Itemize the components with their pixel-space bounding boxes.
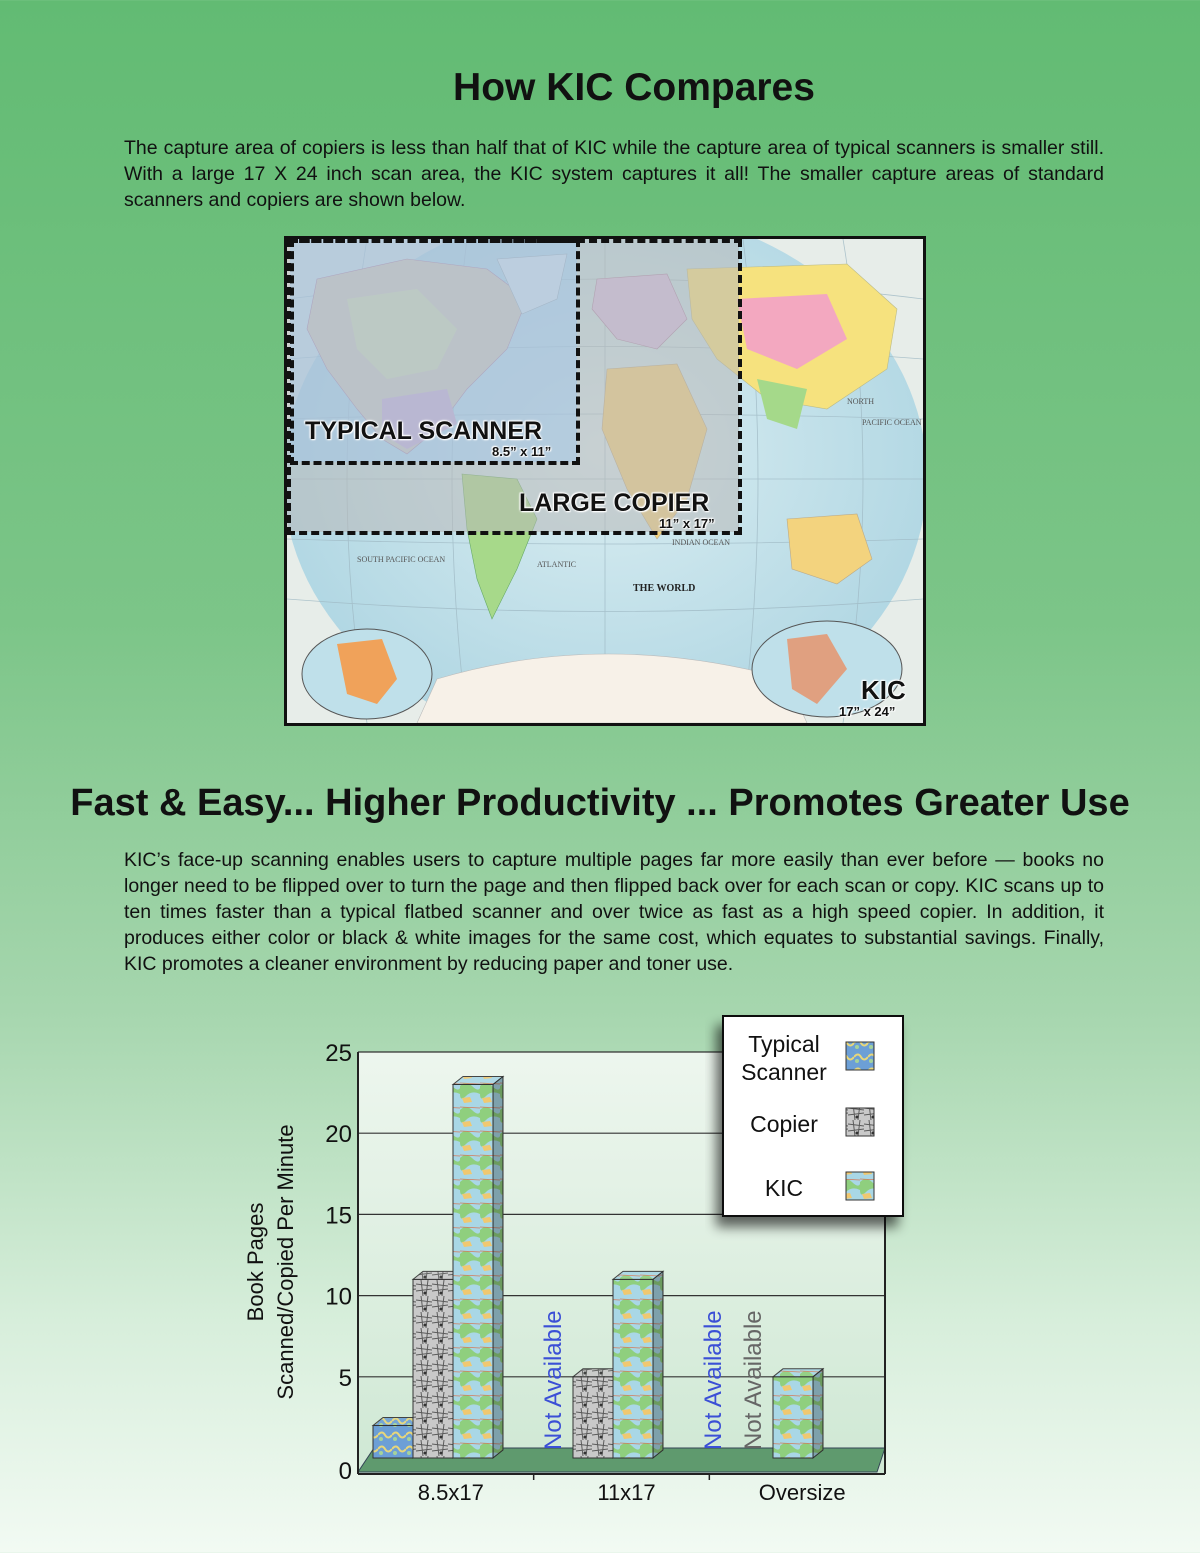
large-copier-label: LARGE COPIER [519, 489, 710, 517]
ocean-label-atlantic: ATLANTIC [537, 560, 576, 569]
bar-kic-11x17 [611, 1270, 665, 1460]
ocean-label-pacific: PACIFIC OCEAN [862, 418, 922, 427]
y-label-line-0: Book Pages [243, 1203, 268, 1322]
x-tick-11x17: 11x17 [597, 1480, 655, 1505]
not-available-label-1: Not Available [700, 1310, 727, 1450]
legend-label-typical-scanner-0: Typical [748, 1031, 820, 1057]
y-axis-label: Book Pages Scanned/Copied Per Minute [243, 1124, 298, 1399]
y-tick-20: 20 [325, 1121, 352, 1148]
legend-label-typical-scanner-1: Scanner [741, 1059, 827, 1085]
x-tick-8.5x17: 8.5x17 [418, 1480, 484, 1505]
ocean-label-north: NORTH [847, 397, 874, 406]
y-tick-labels: 0 5 10 15 20 25 [325, 1040, 352, 1485]
legend-swatch-kic [845, 1171, 875, 1201]
x-tick-Oversize: Oversize [759, 1480, 846, 1505]
kic-dimensions: 17” x 24” [839, 704, 896, 719]
y-label-line-1: Scanned/Copied Per Minute [273, 1124, 298, 1399]
bar-kic-Oversize [771, 1367, 825, 1460]
large-copier-dimensions: 11” x 17” [659, 516, 715, 531]
legend-swatch-copier [845, 1107, 875, 1137]
typical-scanner-label: TYPICAL SCANNER [305, 417, 543, 445]
not-available-label-0: Not Available [540, 1310, 567, 1450]
y-tick-25: 25 [325, 1040, 352, 1067]
bar-kic-8.5x17 [451, 1075, 505, 1460]
section-title-fast-easy: Fast & Easy... Higher Productivity ... P… [70, 782, 1130, 824]
x-tick-labels: 8.5x17 11x17 Oversize [418, 1474, 846, 1505]
typical-scanner-dimensions: 8.5” x 11” [492, 444, 552, 459]
world-map-illustration: SOUTH PACIFIC OCEAN INDIAN OCEAN ATLANTI… [287, 239, 923, 723]
legend-swatch-typical-scanner [845, 1041, 875, 1071]
not-available-labels: Not Available Not Available Not Available [540, 1310, 767, 1450]
kic-label: KIC [861, 675, 906, 705]
legend-label-copier-0: Copier [750, 1111, 818, 1137]
map-title-the-world: THE WORLD [633, 583, 695, 594]
section-title-how-kic-compares: How KIC Compares [453, 66, 815, 109]
y-tick-5: 5 [339, 1365, 352, 1392]
world-map-figure: SOUTH PACIFIC OCEAN INDIAN OCEAN ATLANTI… [284, 236, 926, 726]
y-tick-15: 15 [325, 1202, 352, 1229]
capture-area-paragraph: The capture area of copiers is less than… [124, 137, 1104, 211]
not-available-label-2: Not Available [740, 1310, 767, 1450]
typical-scanner-area-outline [290, 239, 580, 465]
ocean-label-indian: INDIAN OCEAN [672, 538, 730, 547]
bars-group [371, 1075, 825, 1460]
productivity-paragraph: KIC’s face-up scanning enables users to … [124, 849, 1104, 975]
y-tick-10: 10 [325, 1284, 352, 1311]
y-tick-0: 0 [339, 1458, 352, 1485]
legend-label-kic-0: KIC [765, 1175, 803, 1201]
ocean-label-south-pacific: SOUTH PACIFIC OCEAN [357, 555, 445, 564]
